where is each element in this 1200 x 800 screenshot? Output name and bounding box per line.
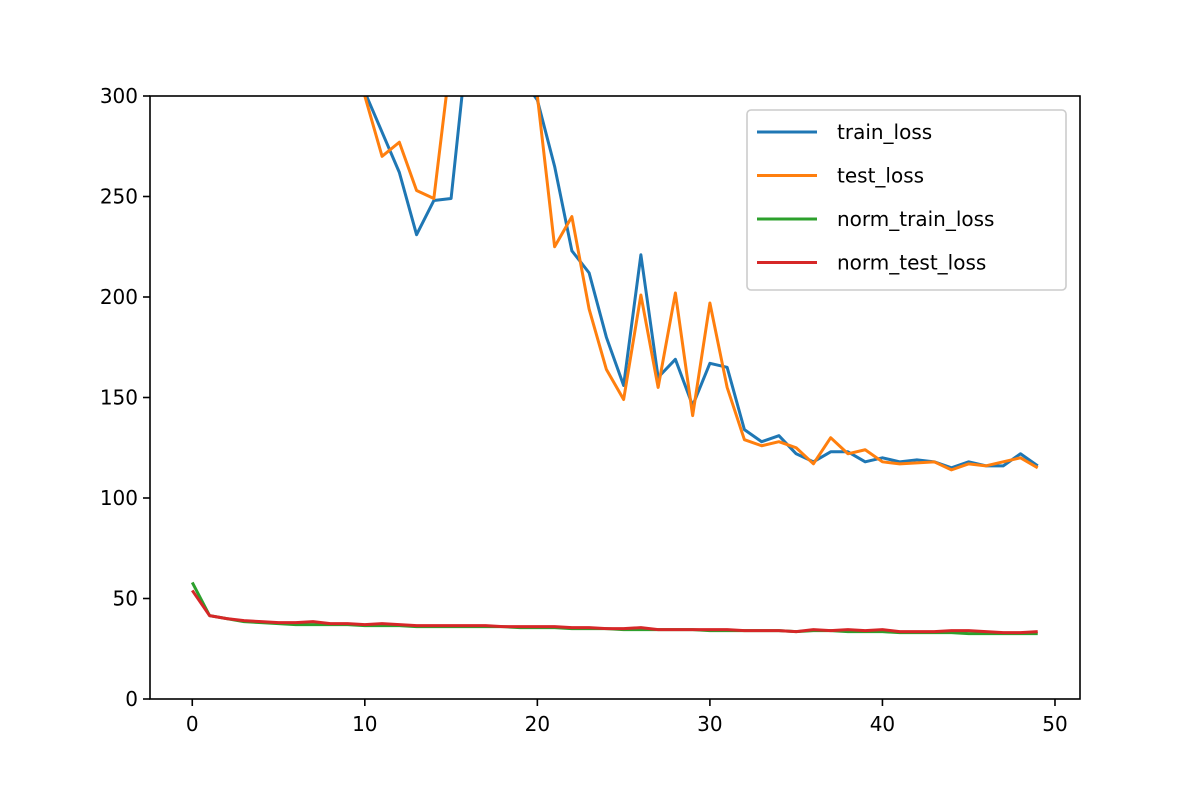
series-line — [364, 96, 1039, 470]
y-tick-label: 0 — [125, 687, 138, 711]
legend-label: train_loss — [837, 120, 932, 144]
plot-lines — [190, 96, 1039, 636]
legend-label: norm_train_loss — [837, 207, 994, 231]
legend-label: norm_test_loss — [837, 251, 986, 275]
legend-box — [746, 109, 1067, 291]
y-tick-label: 200 — [100, 285, 138, 309]
y-tick-label: 100 — [100, 486, 138, 510]
series-line — [191, 589, 1038, 635]
y-tick-label: 300 — [100, 84, 138, 108]
y-tick-label: 250 — [100, 185, 138, 209]
x-tick-label: 0 — [186, 712, 199, 736]
y-tick-label: 50 — [113, 587, 138, 611]
series-line — [363, 96, 1039, 472]
y-tick-label: 150 — [100, 386, 138, 410]
x-tick-label: 50 — [1042, 712, 1067, 736]
x-tick-label: 40 — [870, 712, 895, 736]
x-tick-label: 30 — [697, 712, 722, 736]
legend-label: test_loss — [837, 164, 924, 188]
series-line — [190, 581, 1038, 636]
plot-frame — [149, 95, 1081, 700]
x-tick-label: 10 — [352, 712, 377, 736]
x-tick-label: 20 — [525, 712, 550, 736]
